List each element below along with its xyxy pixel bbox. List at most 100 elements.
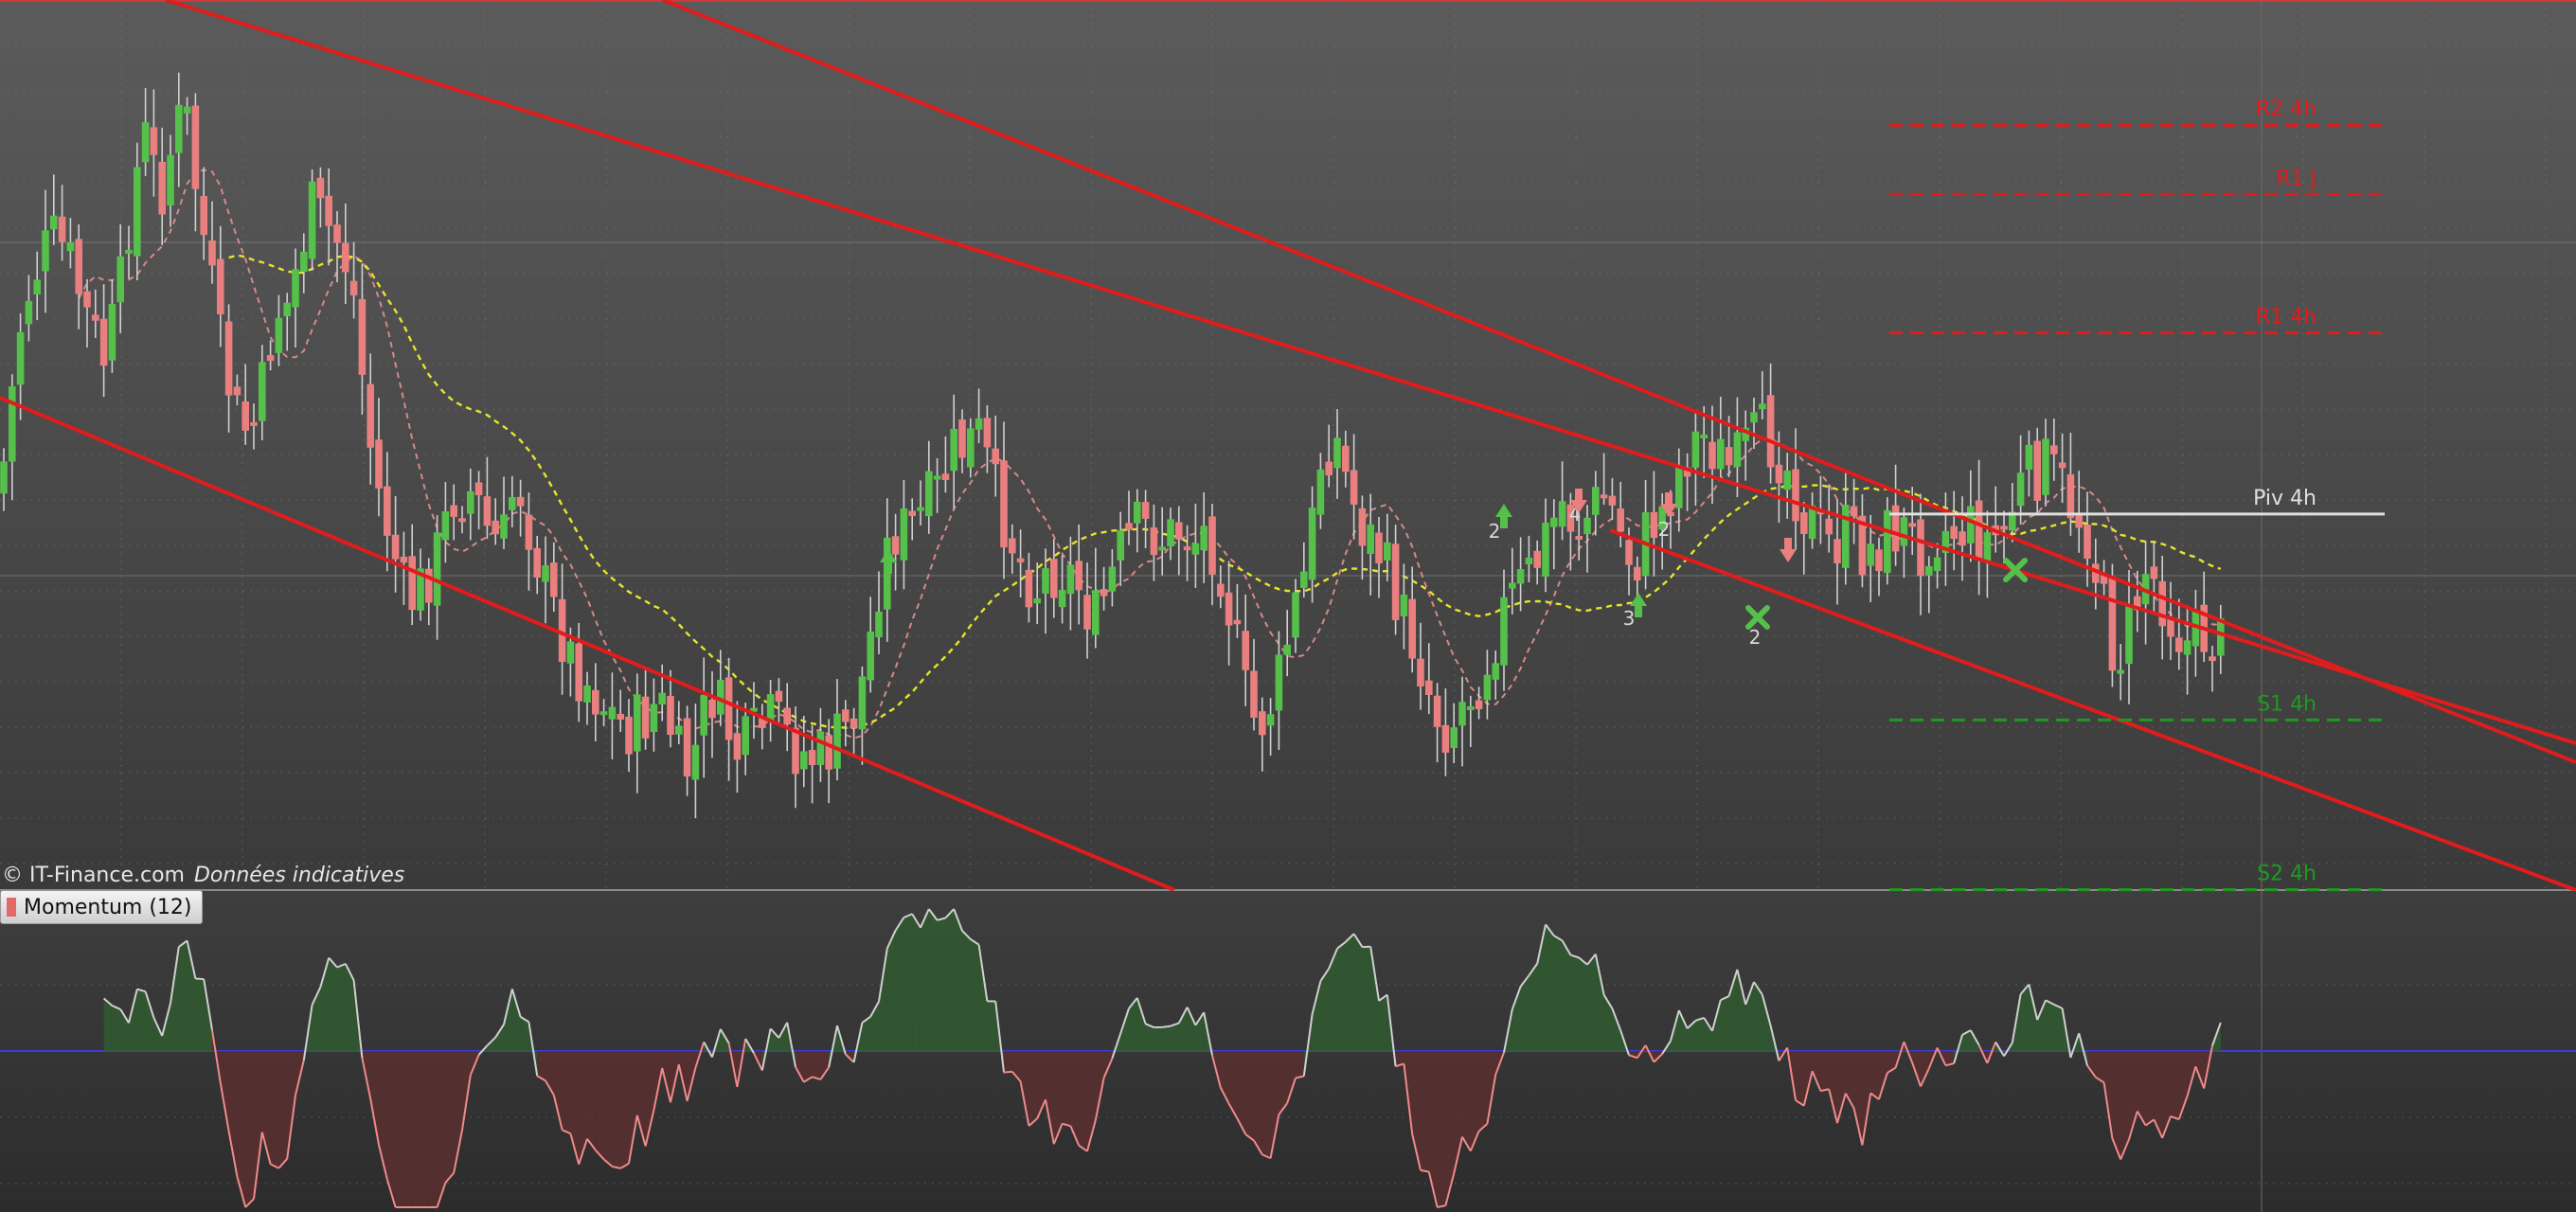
- momentum-fill: [1945, 1051, 1955, 1066]
- momentum-segment: [2011, 993, 2022, 1043]
- momentum-segment: [2095, 1076, 2105, 1084]
- momentum-segment: [503, 989, 513, 1025]
- momentum-segment: [1094, 1078, 1105, 1121]
- momentum-fill: [1962, 1030, 1971, 1051]
- candle-up: [1733, 432, 1742, 467]
- candle-up: [2217, 618, 2225, 656]
- momentum-fill: [1862, 1051, 1871, 1146]
- candle-down: [1858, 515, 1867, 576]
- candle-down: [708, 699, 716, 719]
- candle-down: [1050, 559, 1058, 598]
- momentum-fill: [1812, 1051, 1821, 1092]
- candle-down: [191, 105, 200, 189]
- momentum-segment: [920, 908, 930, 929]
- candle-up: [1583, 517, 1591, 535]
- indicator-legend[interactable]: Momentum (12): [0, 890, 203, 924]
- momentum-segment: [2028, 984, 2039, 1021]
- momentum-segment: [1319, 968, 1331, 982]
- momentum-fill: [420, 1051, 429, 1207]
- momentum-segment: [1261, 1153, 1272, 1160]
- momentum-segment: [1069, 1125, 1081, 1147]
- momentum-fill: [803, 1051, 813, 1082]
- momentum-segment: [1961, 1029, 1972, 1036]
- momentum-fill: [886, 930, 896, 1051]
- candle-up: [975, 418, 983, 430]
- momentum-segment: [1936, 1047, 1947, 1066]
- candle-down: [316, 177, 325, 199]
- momentum-segment: [1844, 1093, 1855, 1110]
- candle-up: [1925, 565, 1933, 576]
- candle-up: [2016, 472, 2025, 507]
- momentum-segment: [1111, 1033, 1122, 1060]
- candle-down: [1766, 395, 1775, 468]
- momentum-fill: [511, 989, 521, 1051]
- momentum-segment: [1519, 974, 1530, 988]
- momentum-fill: [1162, 1025, 1171, 1051]
- candle-down: [425, 568, 433, 603]
- candle-up: [816, 731, 825, 765]
- momentum-fill: [1320, 968, 1330, 1051]
- momentum-segment: [670, 1064, 680, 1103]
- momentum-fill: [487, 1037, 496, 1051]
- momentum-segment: [1511, 986, 1522, 1010]
- momentum-segment: [2194, 1065, 2206, 1089]
- momentum-fill: [1095, 1051, 1104, 1121]
- candle-up: [292, 269, 299, 308]
- candle-down: [75, 239, 82, 294]
- momentum-fill: [2053, 1004, 2063, 1051]
- momentum-segment: [1194, 1011, 1206, 1026]
- momentum-fill: [495, 1024, 504, 1051]
- candle-down: [2092, 563, 2100, 583]
- momentum-segment: [944, 908, 955, 919]
- momentum-fill: [1287, 1051, 1296, 1104]
- momentum-segment: [352, 980, 364, 1059]
- candle-down: [367, 383, 374, 448]
- momentum-fill: [2103, 1051, 2113, 1139]
- candle-down: [2134, 596, 2141, 611]
- candle-down: [1950, 526, 1958, 540]
- candle-up: [1308, 508, 1316, 580]
- momentum-segment: [1444, 1173, 1456, 1206]
- momentum-segment: [1145, 1023, 1154, 1028]
- candle-down: [1217, 583, 1225, 597]
- momentum-segment: [612, 1165, 621, 1169]
- momentum-segment: [378, 1144, 388, 1180]
- candle-up: [25, 300, 33, 325]
- pivot-levels: R2 4h R1 J R1 4h Piv 4h S1 4h S2 4h: [1889, 98, 2385, 892]
- candlesticks: [0, 72, 2225, 819]
- momentum-segment: [1636, 1044, 1647, 1059]
- momentum-segment: [311, 987, 322, 1006]
- momentum-segment: [2086, 1064, 2097, 1078]
- candle-down: [1533, 550, 1541, 568]
- momentum-fill: [1296, 1051, 1304, 1078]
- candle-up: [1717, 438, 1725, 470]
- momentum-segment: [270, 1163, 279, 1169]
- momentum-fill: [620, 1051, 629, 1168]
- candle-up: [1867, 544, 1874, 566]
- price-panel-background: [0, 0, 2576, 890]
- momentum-segment: [1561, 939, 1572, 956]
- candle-down: [200, 196, 207, 236]
- candle-down: [1425, 680, 1433, 695]
- momentum-segment: [1969, 1029, 1980, 1046]
- sell-arrow-icon: [1780, 538, 1797, 562]
- momentum-segment: [911, 913, 921, 929]
- candle-down: [983, 418, 992, 448]
- momentum-segment: [1911, 1062, 1922, 1087]
- momentum-segment: [578, 1138, 588, 1165]
- candle-up: [1117, 530, 1124, 561]
- candle-up: [1058, 590, 1066, 608]
- momentum-segment: [1953, 1034, 1963, 1064]
- candle-down: [1141, 502, 1150, 519]
- candle-down: [1625, 540, 1633, 565]
- candle-up: [675, 725, 683, 735]
- momentum-fill: [437, 1051, 446, 1207]
- momentum-segment: [1136, 997, 1147, 1025]
- candle-down: [1417, 658, 1424, 686]
- momentum-segment: [1927, 1047, 1939, 1069]
- momentum-fill: [1079, 1051, 1087, 1151]
- candle-up: [1400, 594, 1408, 616]
- momentum-segment: [1720, 995, 1730, 1002]
- momentum-fill: [761, 1028, 771, 1071]
